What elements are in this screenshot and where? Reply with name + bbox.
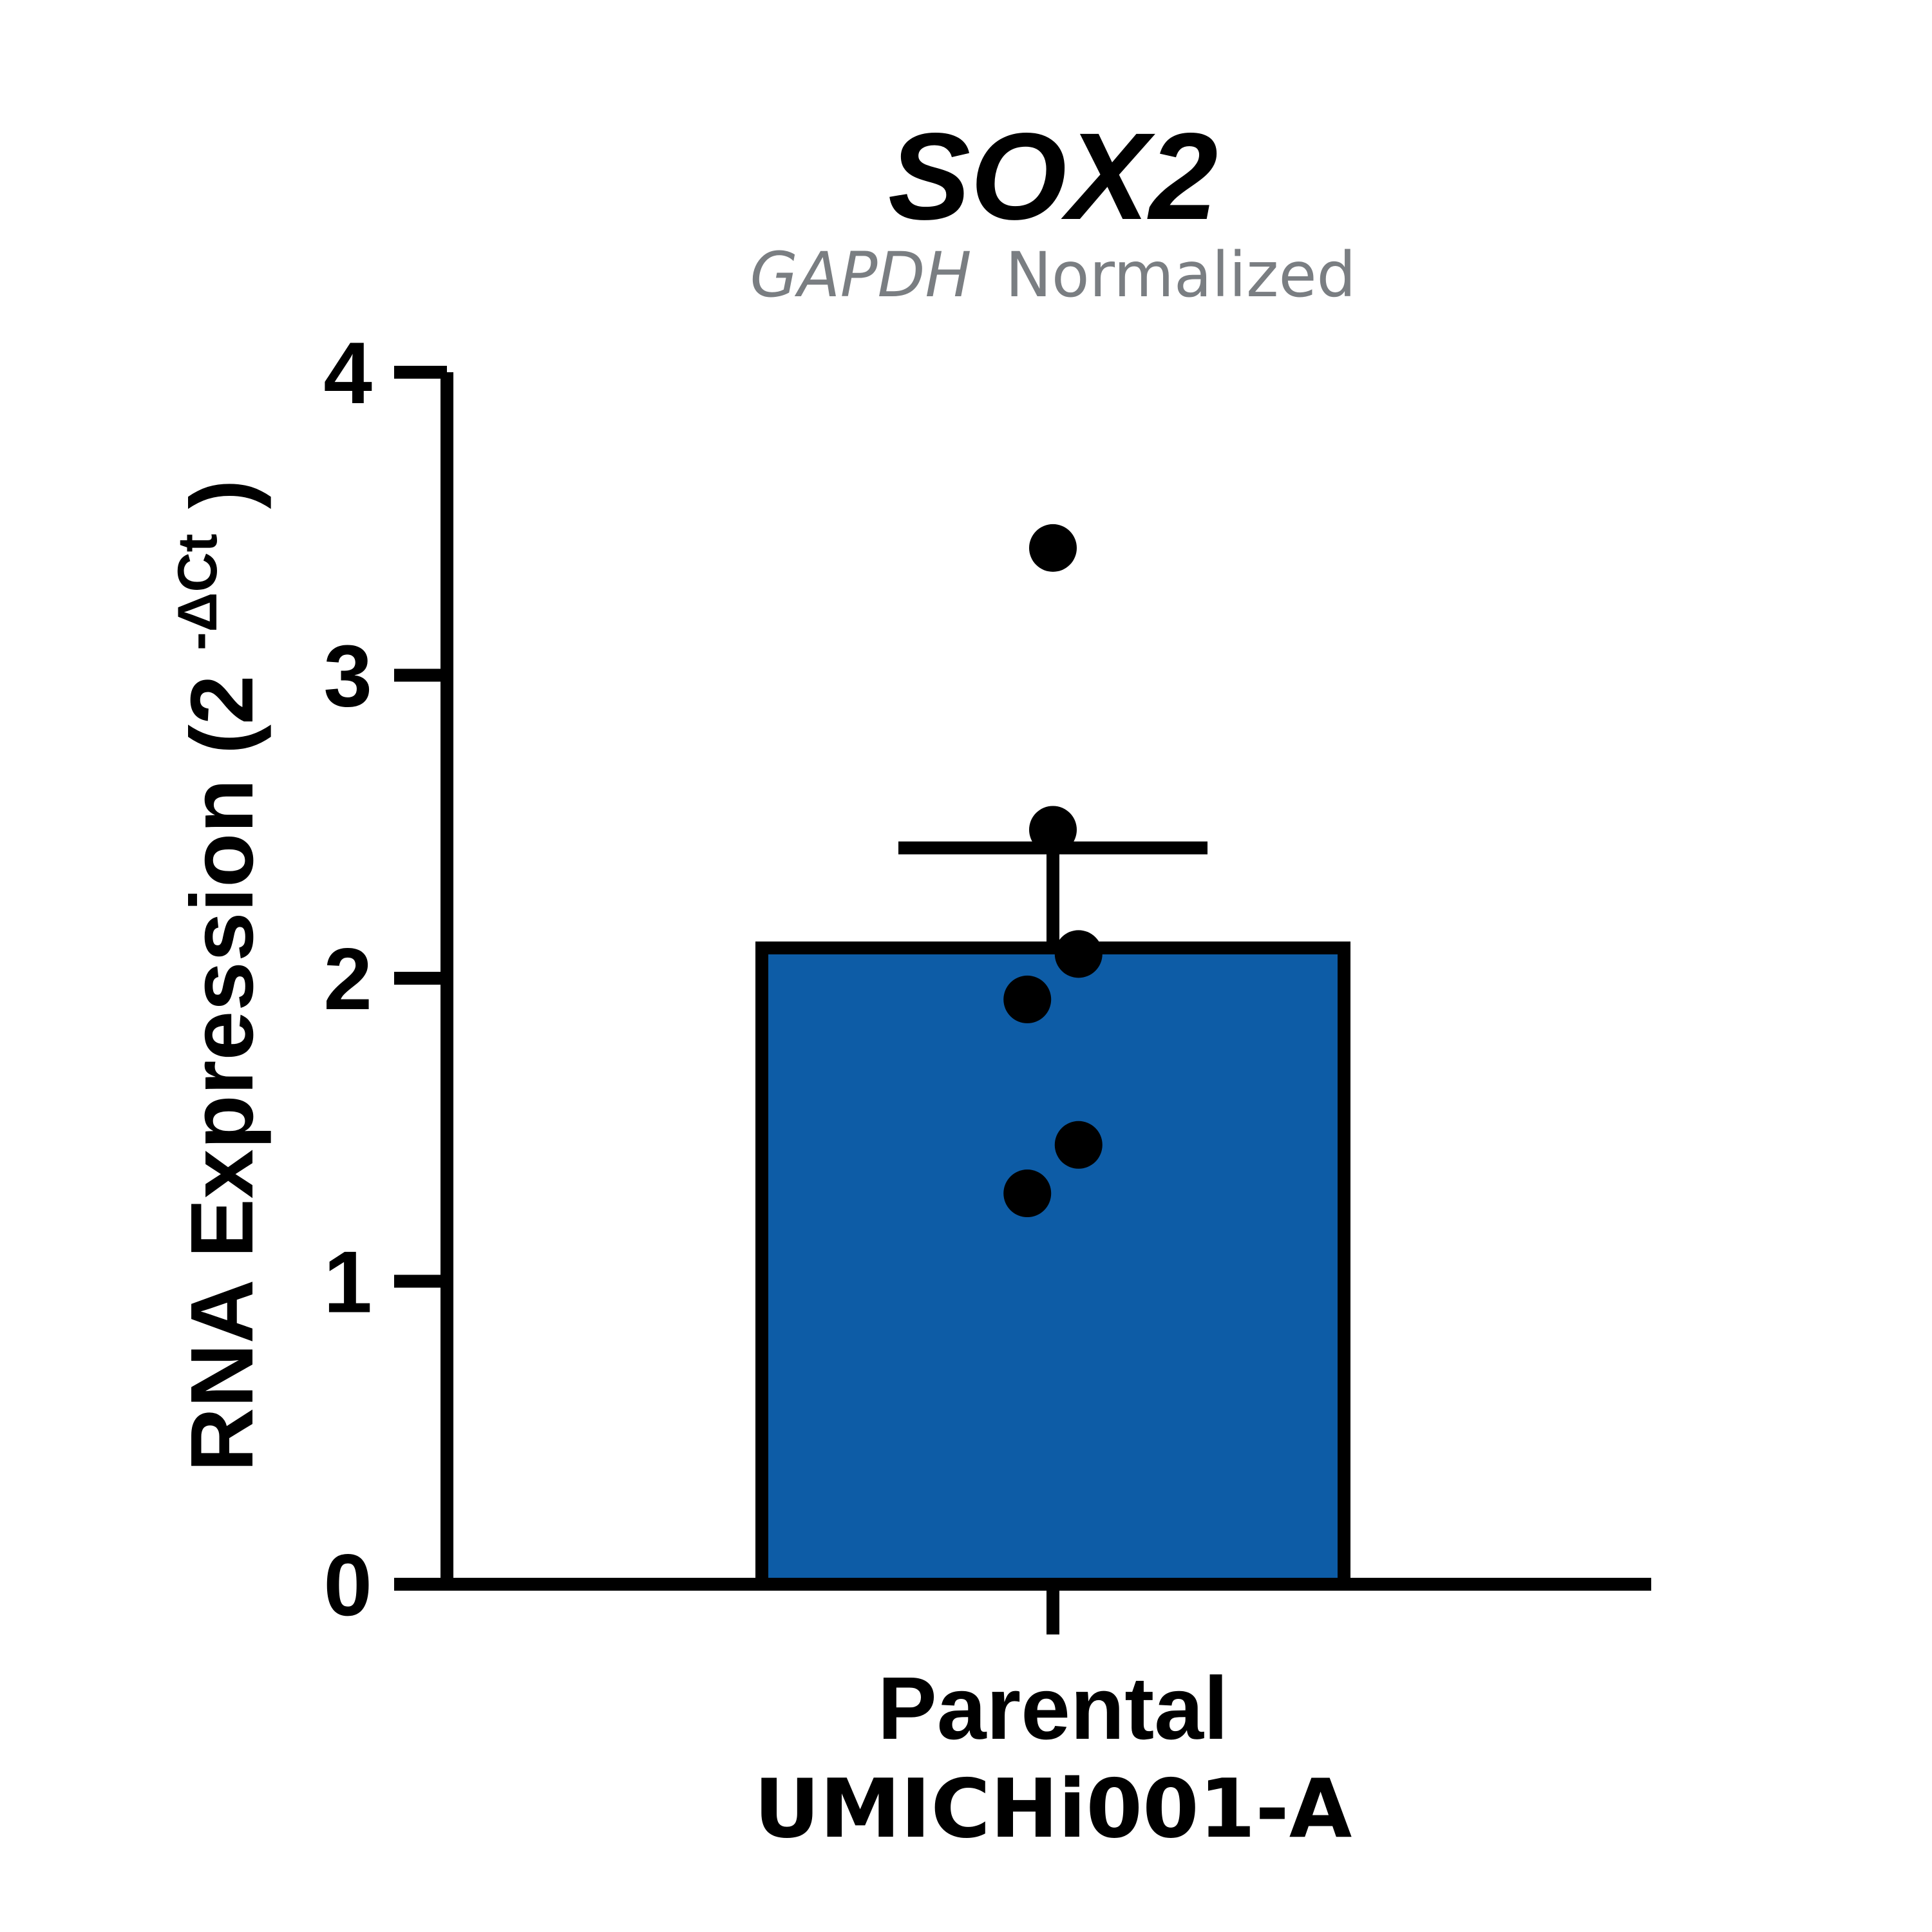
chart-subtitle: GAPDH Normalized: [750, 239, 1356, 311]
data-point: [1003, 975, 1052, 1023]
y-axis-label-close: ): [173, 479, 272, 509]
data-point: [1054, 1121, 1103, 1169]
chart-title: SOX2: [888, 107, 1218, 245]
y-tick-label: 3: [323, 627, 372, 725]
subtitle-normalized: Normalized: [1005, 239, 1356, 311]
x-axis-categories: Parental: [878, 1659, 1229, 1758]
error-bars: [898, 841, 1208, 942]
axes: [394, 372, 1651, 1634]
data-point: [1029, 524, 1077, 572]
y-tick-label: 1: [323, 1233, 372, 1331]
y-axis-label: RNA Expression (2 -ΔCt ): [137, 479, 272, 1472]
data-point: [1029, 806, 1077, 854]
data-point: [1054, 930, 1103, 978]
y-axis-ticks: 0 1 2 3 4: [323, 324, 447, 1634]
data-point: [1003, 1170, 1052, 1218]
y-axis-label-superscript: -ΔCt: [167, 534, 229, 650]
y-tick-label: 2: [323, 930, 372, 1028]
bars: [755, 941, 1350, 1591]
group-label: UMICHi001-A: [754, 1761, 1352, 1856]
y-tick-label: 4: [323, 324, 372, 422]
category-label: Parental: [878, 1659, 1229, 1758]
subtitle-gene: GAPDH: [750, 239, 972, 311]
bar-parental: [755, 941, 1350, 1591]
data-points: [1003, 524, 1103, 1218]
y-axis-label-main: RNA Expression (2: [173, 675, 272, 1472]
y-tick-label: 0: [323, 1536, 372, 1634]
